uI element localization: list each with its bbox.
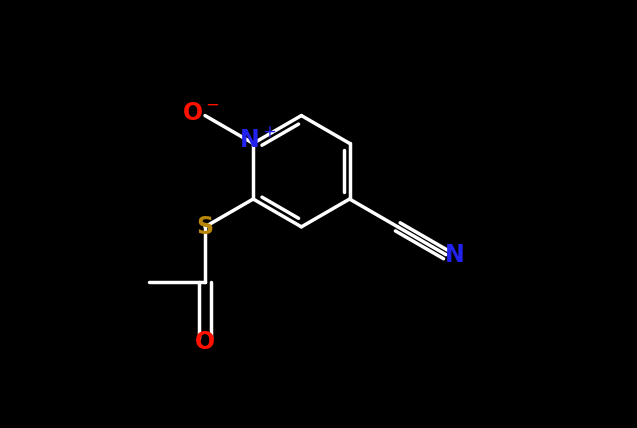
Text: S: S <box>196 215 213 239</box>
Text: N$^+$: N$^+$ <box>239 127 276 152</box>
Text: N: N <box>445 243 464 267</box>
Text: O$^-$: O$^-$ <box>182 101 220 125</box>
Text: O: O <box>195 330 215 354</box>
